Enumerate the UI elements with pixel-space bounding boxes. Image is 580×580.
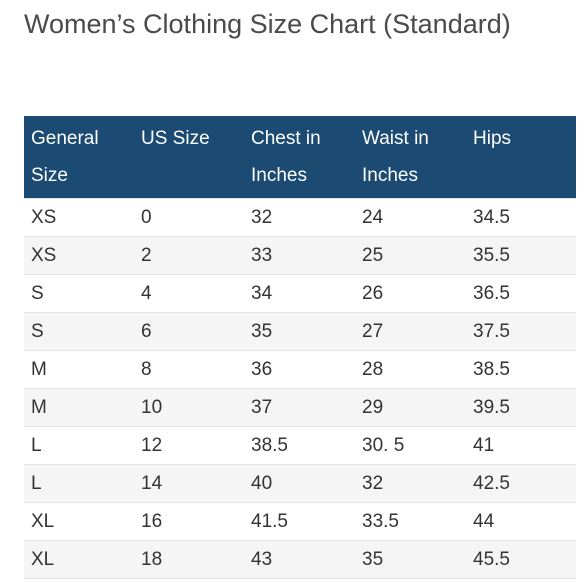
cell-chest: 38.5: [244, 426, 355, 465]
table-row: XS 0 32 24 34.5: [24, 198, 576, 237]
header-hips: Hips: [466, 116, 576, 199]
cell-chest: 33: [244, 236, 355, 275]
table-body: XS 0 32 24 34.5 XS 2 33 25 35.5 S 4 34 26 36.5 S 6 35 27 37…: [24, 198, 576, 579]
cell-chest: 37: [244, 388, 355, 427]
table-row: XS 2 33 25 35.5: [24, 236, 576, 275]
cell-chest: 34: [244, 274, 355, 313]
cell-chest: 32: [244, 198, 355, 237]
cell-general-size: M: [24, 388, 134, 427]
cell-hips: 37.5: [466, 312, 576, 351]
cell-general-size: S: [24, 312, 134, 351]
cell-waist: 33.5: [355, 502, 466, 541]
cell-chest: 43: [244, 540, 355, 579]
cell-us-size: 14: [134, 464, 244, 503]
cell-general-size: XL: [24, 540, 134, 579]
cell-us-size: 2: [134, 236, 244, 275]
header-general-size: General Size: [24, 116, 134, 199]
cell-general-size: S: [24, 274, 134, 313]
page-title: Women’s Clothing Size Chart (Standard): [24, 9, 511, 39]
cell-hips: 38.5: [466, 350, 576, 389]
table-row: S 6 35 27 37.5: [24, 312, 576, 351]
cell-chest: 40: [244, 464, 355, 503]
header-us-size: US Size: [134, 116, 244, 199]
cell-general-size: XL: [24, 502, 134, 541]
cell-waist: 35: [355, 540, 466, 579]
cell-hips: 45.5: [466, 540, 576, 579]
cell-chest: 35: [244, 312, 355, 351]
cell-waist: 24: [355, 198, 466, 237]
size-chart-table: General Size US Size Chest in Inches Wai…: [24, 116, 576, 579]
table-header-row: General Size US Size Chest in Inches Wai…: [24, 116, 576, 199]
cell-us-size: 0: [134, 198, 244, 237]
cell-waist: 28: [355, 350, 466, 389]
cell-waist: 29: [355, 388, 466, 427]
cell-hips: 42.5: [466, 464, 576, 503]
cell-hips: 34.5: [466, 198, 576, 237]
cell-waist: 26: [355, 274, 466, 313]
cell-chest: 41.5: [244, 502, 355, 541]
cell-general-size: L: [24, 426, 134, 465]
cell-us-size: 16: [134, 502, 244, 541]
cell-hips: 39.5: [466, 388, 576, 427]
table-row: XL 18 43 35 45.5: [24, 540, 576, 579]
cell-waist: 27: [355, 312, 466, 351]
cell-general-size: XS: [24, 236, 134, 275]
header-chest: Chest in Inches: [244, 116, 355, 199]
cell-hips: 41: [466, 426, 576, 465]
table-row: L 14 40 32 42.5: [24, 464, 576, 503]
table-row: M 8 36 28 38.5: [24, 350, 576, 389]
cell-hips: 35.5: [466, 236, 576, 275]
cell-us-size: 8: [134, 350, 244, 389]
cell-us-size: 6: [134, 312, 244, 351]
table-header: General Size US Size Chest in Inches Wai…: [24, 116, 576, 199]
cell-waist: 30. 5: [355, 426, 466, 465]
cell-us-size: 10: [134, 388, 244, 427]
cell-waist: 32: [355, 464, 466, 503]
cell-general-size: L: [24, 464, 134, 503]
table-row: M 10 37 29 39.5: [24, 388, 576, 427]
header-waist: Waist in Inches: [355, 116, 466, 199]
cell-us-size: 12: [134, 426, 244, 465]
table-row: XL 16 41.5 33.5 44: [24, 502, 576, 541]
cell-general-size: XS: [24, 198, 134, 237]
cell-waist: 25: [355, 236, 466, 275]
cell-us-size: 18: [134, 540, 244, 579]
cell-general-size: M: [24, 350, 134, 389]
table-row: L 12 38.5 30. 5 41: [24, 426, 576, 465]
table-row: S 4 34 26 36.5: [24, 274, 576, 313]
cell-us-size: 4: [134, 274, 244, 313]
cell-chest: 36: [244, 350, 355, 389]
cell-hips: 36.5: [466, 274, 576, 313]
cell-hips: 44: [466, 502, 576, 541]
